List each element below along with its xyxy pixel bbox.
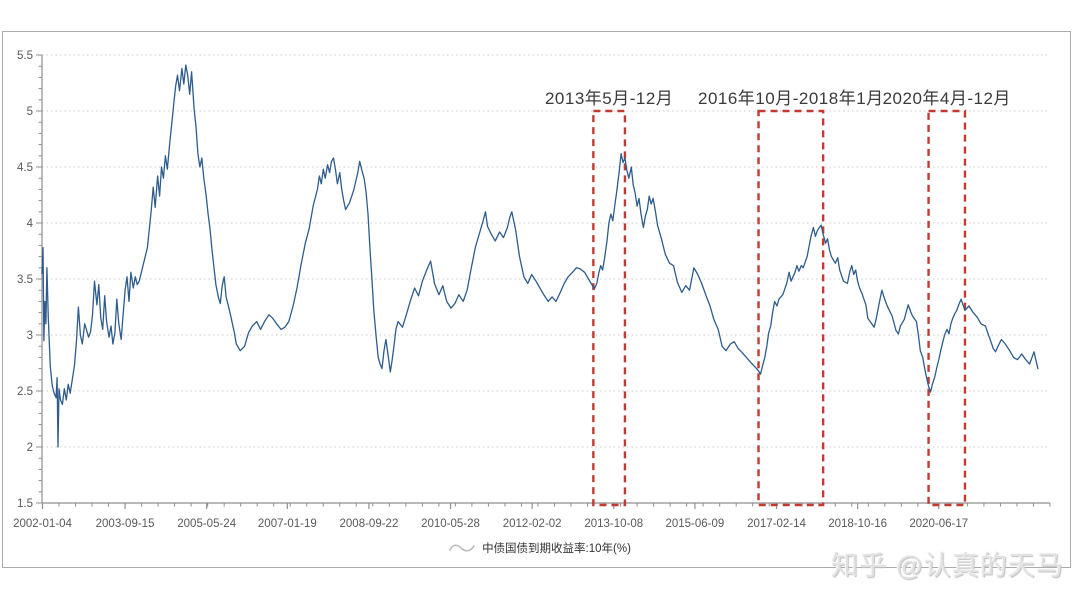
x-tick-label: 2010-05-28 <box>421 518 480 530</box>
highlight-box-2 <box>757 109 825 507</box>
annotation-label-2016: 2016年10月-2018年1月 <box>697 89 884 108</box>
y-tick-label: 1.5 <box>17 498 33 510</box>
x-tick-label: 2015-06-09 <box>665 518 724 530</box>
x-tick-label: 2020-06-17 <box>909 518 968 530</box>
y-gridlines <box>42 54 1050 448</box>
annotation-label-2013: 2013年5月-12月 <box>544 89 674 108</box>
y-tick-label: 5.5 <box>17 50 33 62</box>
annotation-label-2020: 2020年4月-12月 <box>882 89 1011 108</box>
x-tick-label: 2017-02-14 <box>747 518 806 530</box>
x-tick-label: 2005-05-24 <box>177 518 236 530</box>
legend: 中债国债到期收益率:10年(%) <box>0 540 1080 556</box>
x-tick-label: 2012-02-02 <box>503 518 562 530</box>
x-tick-label: 2003-09-15 <box>96 518 155 530</box>
y-tick-label: 2 <box>27 442 33 454</box>
y-tick-label: 5 <box>27 106 33 118</box>
y-tick-label: 4.5 <box>17 162 33 174</box>
series-line <box>41 64 1039 448</box>
watermark: 知乎 @认真的天马 <box>831 551 1064 581</box>
y-tick-label: 3.5 <box>17 274 33 286</box>
y-tick-label: 2.5 <box>17 386 33 398</box>
x-tick-label: 2007-01-19 <box>258 518 317 530</box>
x-tick-label: 2002-01-04 <box>13 518 72 530</box>
highlight-box-3 <box>927 109 967 507</box>
legend-line-icon <box>449 542 475 554</box>
legend-label: 中债国债到期收益率:10年(%) <box>482 543 631 555</box>
y-tick-label: 3 <box>27 330 33 342</box>
x-tick-label: 2013-10-08 <box>584 518 643 530</box>
x-axis-ticks: 2002-01-04 2003-09-15 2005-05-24 2007-01-19… <box>13 503 1051 530</box>
chart-frame <box>2 31 1071 568</box>
highlight-box-1 <box>592 109 627 507</box>
y-axis-ticks: 1.5 2 2.5 3 3.5 4 4.5 5 5.5 <box>17 50 42 510</box>
y-tick-label: 4 <box>27 218 34 230</box>
x-tick-label: 2008-09-22 <box>340 518 399 530</box>
x-tick-label: 2018-10-16 <box>828 518 887 530</box>
